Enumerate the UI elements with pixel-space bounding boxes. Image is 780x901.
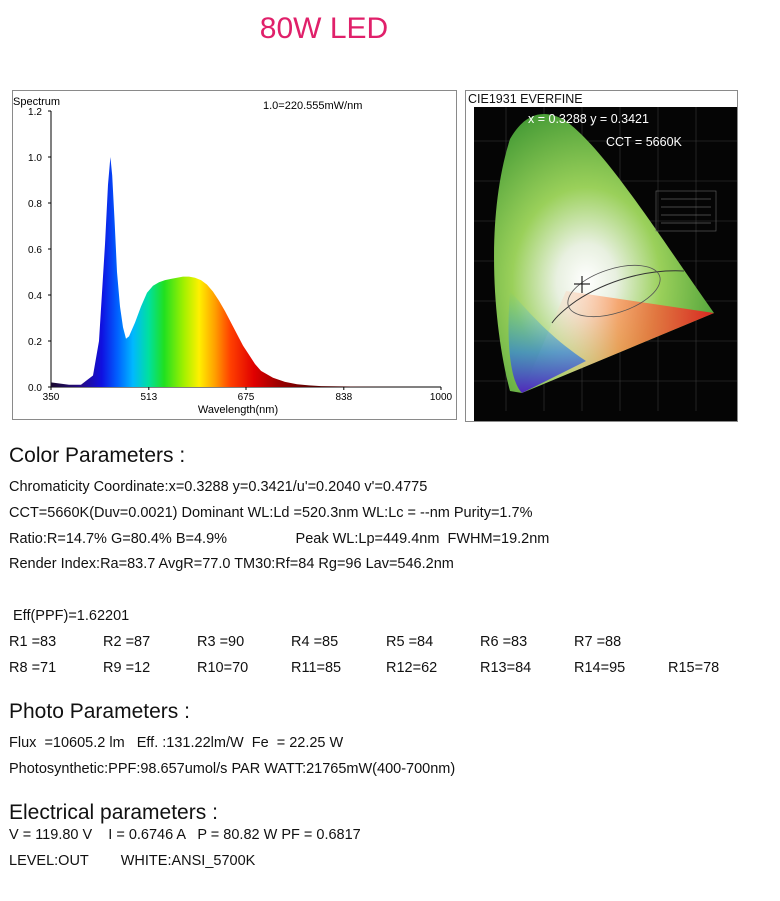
color-param-line: Ratio:R=14.7% G=80.4% B=4.9% Peak WL:Lp=… <box>9 531 550 547</box>
y-tick-label: 0.6 <box>28 245 42 256</box>
cie-cct: CCT = 5660K <box>606 135 683 149</box>
render-index-value: R1 =83 <box>9 634 57 650</box>
electrical-param-line: LEVEL:OUT WHITE:ANSI_5700K <box>9 853 256 869</box>
spectrum-chart-svg: 0.0 0.2 0.4 0.6 0.8 1.0 1.2 350 513 675 838 1000 S… <box>13 96 453 416</box>
render-index-value: R7 =88 <box>574 634 622 650</box>
spectrum-label: Spectrum <box>13 96 60 108</box>
render-index-value: R9 =12 <box>103 660 151 676</box>
x-tick-label: 513 <box>140 392 157 403</box>
planckian-locus <box>551 270 685 324</box>
color-param-line: Chromaticity Coordinate:x=0.3288 y=0.342… <box>9 479 428 495</box>
cie-title: CIE1931 EVERFINE <box>468 92 583 106</box>
render-index-value: R10=70 <box>197 660 249 676</box>
render-index-value: R12=62 <box>386 660 438 676</box>
color-param-line: CCT=5660K(Duv=0.0021) Dominant WL:Ld =52… <box>9 505 533 521</box>
cie-diagram: CIE1931 EVERFINE x = 0.3288 y = 0.3421 C… <box>465 90 738 422</box>
color-parameters-heading: Color Parameters : <box>9 444 186 467</box>
y-tick-label: 1.2 <box>28 107 42 118</box>
eff-ppf: Eff(PPF)=1.62201 <box>13 608 130 624</box>
y-tick-label: 0.0 <box>28 383 42 394</box>
photo-parameters-heading: Photo Parameters : <box>9 700 190 723</box>
cie-ellipse <box>567 264 661 318</box>
spectrum-area <box>51 157 441 387</box>
spectrum-x-ticks: 350 513 675 838 1000 <box>43 387 453 403</box>
x-tick-label: 350 <box>43 392 60 403</box>
x-tick-label: 1000 <box>430 392 453 403</box>
photo-param-line: Photosynthetic:PPF:98.657umol/s PAR WATT… <box>9 761 456 777</box>
cie-blue-region <box>508 291 586 393</box>
photo-param-line: Flux =10605.2 lm Eff. :131.22lm/W Fe = 2… <box>9 735 344 751</box>
render-index-value: R3 =90 <box>197 634 245 650</box>
y-tick-label: 0.8 <box>28 199 42 210</box>
chromaticity-marker <box>574 276 590 293</box>
cie-legend-box <box>655 190 717 232</box>
spectrum-chart: 0.0 0.2 0.4 0.6 0.8 1.0 1.2 350 513 675 838 1000 S… <box>12 90 457 420</box>
render-index-value: R13=84 <box>480 660 532 676</box>
y-tick-label: 0.2 <box>28 337 42 348</box>
spectrum-xlabel: Wavelength(nm) <box>198 404 278 416</box>
render-index-value: R5 =84 <box>386 634 434 650</box>
render-index-value: R2 =87 <box>103 634 151 650</box>
cie-diagram-svg: CIE1931 EVERFINE x = 0.3288 y = 0.3421 C… <box>466 91 737 421</box>
cie-coords: x = 0.3288 y = 0.3421 <box>528 112 649 126</box>
spectrum-y-ticks: 0.0 0.2 0.4 0.6 0.8 1.0 1.2 <box>28 107 51 394</box>
electrical-parameters-heading: Electrical parameters : <box>9 801 218 824</box>
render-index-value: R8 =71 <box>9 660 57 676</box>
x-tick-label: 838 <box>335 392 352 403</box>
render-index-value: R11=85 <box>291 660 342 676</box>
render-index-value: R6 =83 <box>480 634 528 650</box>
y-tick-label: 0.4 <box>28 291 42 302</box>
page-title: 80W LED <box>259 12 389 45</box>
x-tick-label: 675 <box>238 392 255 403</box>
render-index-value: R4 =85 <box>291 634 339 650</box>
y-tick-label: 1.0 <box>28 153 42 164</box>
render-index-value: R14=95 <box>574 660 626 676</box>
color-param-line: Render Index:Ra=83.7 AvgR=77.0 TM30:Rf=8… <box>9 556 454 572</box>
render-index-value: R15=78 <box>668 660 720 676</box>
electrical-param-line: V = 119.80 V I = 0.6746 A P = 80.82 W PF… <box>9 827 361 843</box>
spectrum-scale-note: 1.0=220.555mW/nm <box>263 100 362 112</box>
